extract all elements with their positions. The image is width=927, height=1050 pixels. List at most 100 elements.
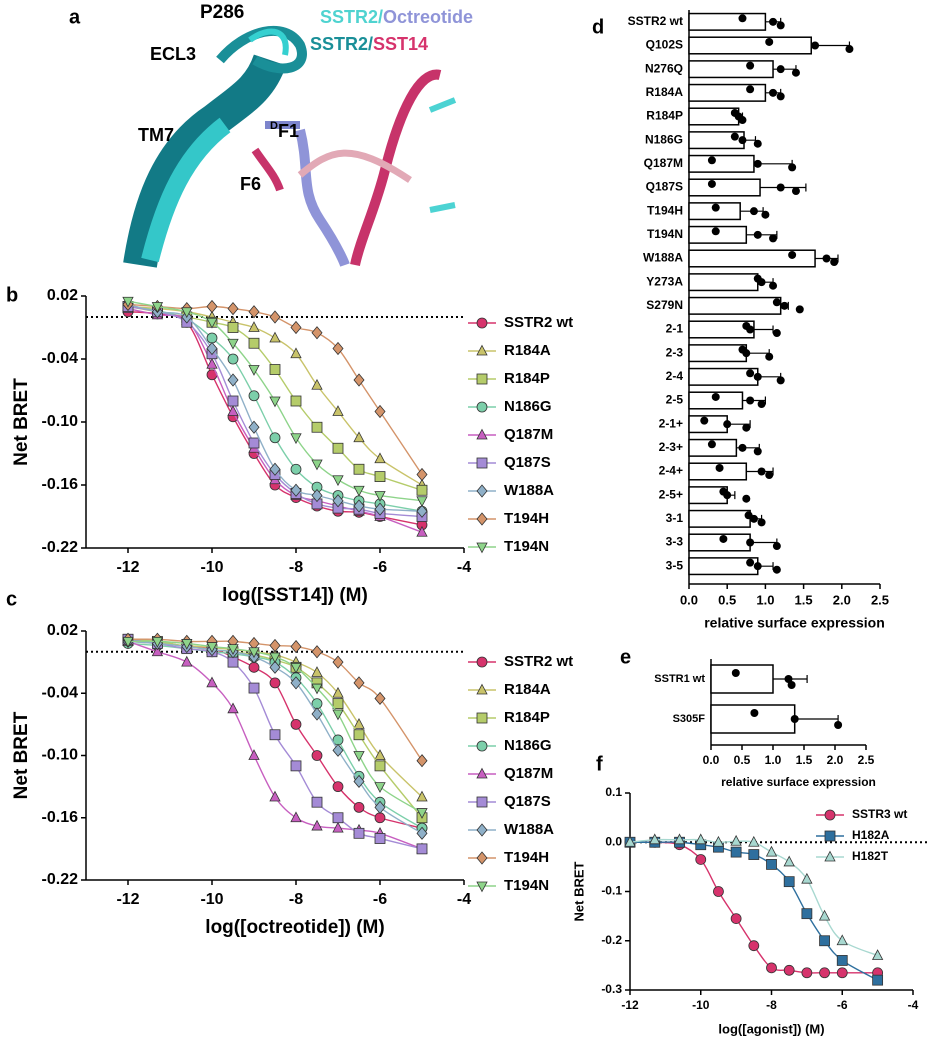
legend-label: T194H — [504, 510, 549, 527]
x-tick-label: -8 — [766, 998, 777, 1012]
category-label: 2-1+ — [659, 416, 683, 430]
data-point — [269, 396, 281, 408]
data-point — [783, 855, 795, 867]
error-bar — [753, 325, 774, 334]
legend-label: R184P — [504, 709, 550, 726]
panel-letter: f — [596, 753, 603, 775]
data-point — [269, 790, 281, 802]
bar — [688, 296, 782, 315]
data-point — [624, 835, 636, 847]
data-point — [836, 955, 848, 966]
panel-letter: d — [592, 16, 604, 38]
category-label: 2-3 — [666, 345, 684, 359]
data-point — [227, 322, 239, 333]
replicate-point — [753, 139, 762, 148]
data-point — [290, 320, 302, 335]
data-point — [801, 967, 813, 979]
legend-marker — [824, 830, 836, 842]
legend-marker — [476, 484, 488, 498]
legend-label: T194N — [504, 538, 549, 555]
panel-letter: a — [69, 6, 81, 28]
fit-curve — [127, 303, 423, 475]
data-point — [374, 691, 386, 706]
replicate-point — [746, 85, 755, 94]
replicate-point — [772, 542, 781, 551]
legend-label: W188A — [504, 821, 554, 838]
label-sst14: SST14 — [373, 34, 428, 54]
data-point — [151, 302, 164, 313]
data-point — [290, 718, 302, 730]
data-point — [290, 676, 302, 690]
data-point — [353, 751, 365, 762]
label-sstr2: SSTR2/ — [320, 7, 383, 27]
replicate-point — [753, 159, 762, 168]
data-point — [801, 872, 813, 884]
replicate-point — [738, 136, 747, 145]
replicate-point — [749, 514, 758, 523]
replicate-point — [757, 400, 766, 409]
y-tick-label: -0.16 — [42, 476, 79, 493]
y-tick-label: 0.0 — [605, 834, 622, 848]
category-label: T194N — [647, 227, 683, 241]
error-bar — [750, 538, 778, 547]
y-tick-label: -0.10 — [42, 747, 79, 764]
data-point — [374, 833, 386, 844]
replicate-point — [765, 471, 774, 480]
data-point — [311, 707, 323, 721]
replicate-point — [711, 392, 720, 401]
y-axis-label: Net BRET — [11, 711, 32, 799]
y-axis-label: Net BRET — [571, 861, 586, 921]
data-point — [353, 463, 365, 475]
data-point — [766, 962, 777, 974]
data-point — [416, 808, 428, 819]
data-point — [353, 827, 365, 839]
data-point — [695, 833, 707, 845]
category-label: 3-1 — [666, 511, 684, 525]
bar — [688, 249, 816, 268]
data-point — [227, 405, 239, 416]
bar — [688, 273, 759, 292]
data-point — [290, 433, 302, 445]
x-tick-label: -8 — [289, 891, 303, 908]
replicate-point — [753, 562, 762, 571]
x-tick-label: -12 — [116, 559, 139, 576]
structure-panel: a P286 SSTR2/Octreotide SSTR2/SST14 ECL3… — [69, 0, 473, 268]
x-tick-label: 0.0 — [703, 753, 720, 767]
data-point — [248, 337, 260, 349]
p286-residue — [248, 28, 289, 56]
data-point — [227, 338, 239, 350]
replicate-point — [769, 281, 778, 290]
replicate-point — [738, 443, 747, 452]
data-point — [353, 676, 365, 690]
data-point — [416, 790, 428, 802]
data-point — [332, 442, 344, 454]
label-tm7: TM7 — [138, 125, 174, 145]
x-tick-label: 0.5 — [718, 592, 736, 607]
legend-marker — [476, 881, 488, 893]
legend-marker — [476, 767, 488, 779]
label-f6: F6 — [240, 174, 261, 194]
data-point — [332, 405, 344, 416]
data-point — [374, 800, 386, 814]
background-helix — [428, 97, 457, 213]
data-point — [416, 496, 428, 508]
y-tick-label: -0.22 — [42, 539, 79, 556]
chart-panel: e 0.0 0.5 1.0 1.5 2.0 2.5 relative surface expr… — [620, 646, 876, 789]
replicate-point — [711, 203, 720, 212]
category-label: 3-3 — [666, 535, 684, 549]
legend-label: W188A — [504, 482, 554, 499]
legend-label: Q187S — [504, 454, 551, 471]
data-point — [269, 462, 281, 476]
x-tick-label: -6 — [837, 998, 848, 1012]
x-tick-label: 2.0 — [827, 753, 844, 767]
replicate-point — [753, 372, 762, 381]
legend-marker — [476, 428, 488, 440]
replicate-point — [707, 179, 716, 188]
data-point — [819, 967, 830, 979]
data-point — [227, 702, 239, 714]
data-point — [819, 935, 830, 947]
replicate-point — [776, 376, 785, 385]
bar — [688, 83, 767, 102]
data-point — [269, 729, 281, 741]
data-point — [416, 826, 428, 840]
